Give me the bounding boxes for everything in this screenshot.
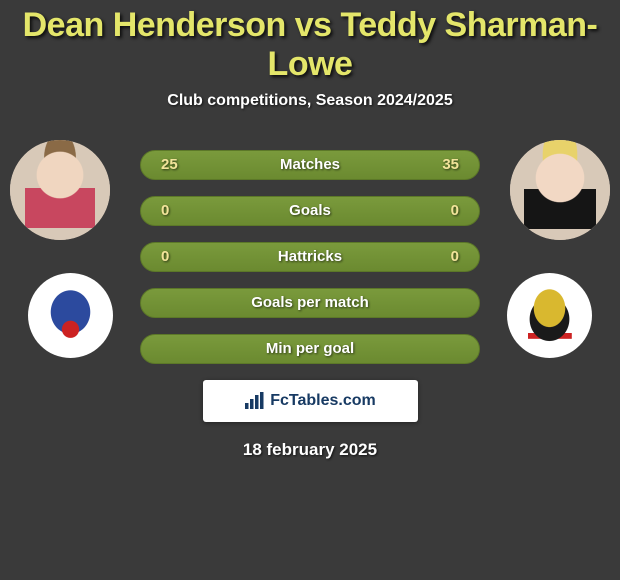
brand-footer: FcTables.com	[203, 380, 418, 422]
stat-bars: 25 Matches 35 0 Goals 0 0 Hattricks 0 Go…	[140, 140, 480, 364]
page-title: Dean Henderson vs Teddy Sharman-Lowe	[0, 0, 620, 84]
player-left-face-icon	[10, 140, 110, 240]
stat-bar: 0 Goals 0	[140, 196, 480, 226]
stat-label: Matches	[141, 151, 479, 179]
date-text: 18 february 2025	[0, 440, 620, 460]
stat-label: Min per goal	[141, 335, 479, 363]
stat-label: Goals per match	[141, 289, 479, 317]
stat-label: Hattricks	[141, 243, 479, 271]
club-right-crest-icon	[513, 279, 586, 352]
stat-right-value: 0	[451, 243, 459, 271]
stat-right-value: 0	[451, 197, 459, 225]
brand-text: FcTables.com	[270, 392, 376, 410]
player-left-avatar	[10, 140, 110, 240]
club-left-crest	[28, 273, 113, 358]
stat-label: Goals	[141, 197, 479, 225]
stat-bar: 25 Matches 35	[140, 150, 480, 180]
subtitle: Club competitions, Season 2024/2025	[0, 92, 620, 110]
club-right-crest	[507, 273, 592, 358]
stat-bar: Min per goal	[140, 334, 480, 364]
bar-chart-icon	[244, 392, 266, 410]
stat-bar: 0 Hattricks 0	[140, 242, 480, 272]
player-right-face-icon	[510, 140, 610, 240]
stat-right-value: 35	[442, 151, 459, 179]
stat-bar: Goals per match	[140, 288, 480, 318]
player-right-avatar	[510, 140, 610, 240]
comparison-panel: 25 Matches 35 0 Goals 0 0 Hattricks 0 Go…	[0, 140, 620, 460]
club-left-crest-icon	[36, 281, 105, 350]
